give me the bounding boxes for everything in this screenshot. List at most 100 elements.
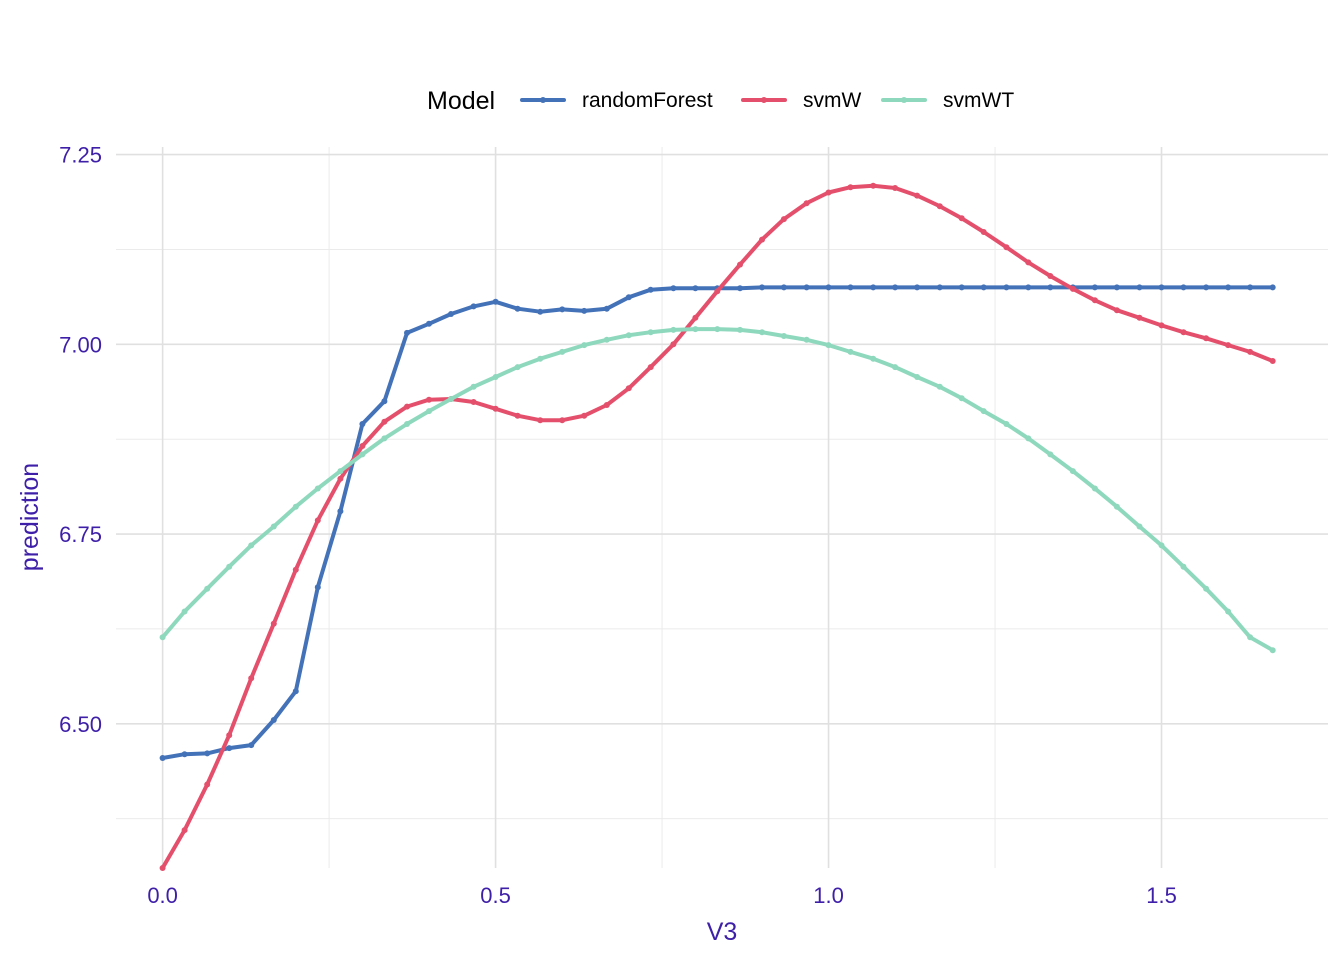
data-point-svmwt <box>1158 542 1165 549</box>
data-point-randomforest <box>1113 284 1120 291</box>
data-point-svmw <box>759 236 765 243</box>
data-point-svmwt <box>292 503 299 510</box>
data-point-randomforest <box>337 508 344 515</box>
major-grid <box>116 147 1328 868</box>
data-point-svmwt <box>1025 435 1032 442</box>
series-randomforest <box>159 284 1276 761</box>
data-point-svmwt <box>514 364 521 371</box>
data-point-svmwt <box>625 332 632 339</box>
data-point-svmw <box>1113 307 1120 314</box>
data-point-randomforest <box>492 298 499 305</box>
data-point-svmw <box>980 229 987 235</box>
data-point-svmwt <box>1180 563 1187 570</box>
data-point-svmwt <box>692 326 699 333</box>
data-point-svmw <box>936 203 943 210</box>
data-point-randomforest <box>625 294 632 301</box>
data-point-svmwt <box>759 329 765 336</box>
data-point-svmw <box>847 184 854 191</box>
data-point-svmw <box>692 314 699 321</box>
data-point-svmwt <box>359 451 366 458</box>
data-point-randomforest <box>1003 284 1010 291</box>
legend-label-svmwt: svmWT <box>943 89 1014 112</box>
data-point-svmwt <box>270 523 277 530</box>
data-point-svmw <box>870 182 877 189</box>
data-point-randomforest <box>1025 284 1032 291</box>
data-point-svmwt <box>980 408 987 415</box>
x-tick-label: 0.0 <box>147 883 178 908</box>
data-point-randomforest <box>670 285 677 292</box>
data-point-randomforest <box>581 307 588 314</box>
x-tick-label: 1.0 <box>813 883 844 908</box>
data-point-svmw <box>292 566 299 573</box>
data-point-svmw <box>470 399 477 405</box>
data-point-svmw <box>314 517 321 524</box>
y-tick-label: 6.50 <box>59 712 102 737</box>
y-axis-title: prediction <box>16 463 44 571</box>
data-point-randomforest <box>1203 284 1210 291</box>
data-point-svmw <box>1136 314 1143 321</box>
data-point-randomforest <box>692 285 699 292</box>
data-point-randomforest <box>847 284 854 291</box>
legend-item-svmwt: svmWT <box>881 89 1014 112</box>
data-point-svmw <box>159 865 166 871</box>
data-point-svmwt <box>337 468 344 475</box>
data-point-randomforest <box>381 398 388 405</box>
data-point-randomforest <box>1136 284 1143 291</box>
data-point-svmwt <box>1069 468 1076 475</box>
data-point-svmw <box>537 417 544 424</box>
data-point-svmw <box>780 216 787 223</box>
x-axis-title: V3 <box>707 918 738 946</box>
data-point-svmwt <box>670 326 677 333</box>
y-tick-label: 6.75 <box>59 522 102 547</box>
data-point-svmwt <box>226 563 233 570</box>
data-point-svmwt <box>936 383 943 390</box>
data-point-randomforest <box>892 284 899 291</box>
y-tick-label: 7.00 <box>59 332 102 357</box>
legend-item-randomforest: randomForest <box>520 89 713 112</box>
data-point-randomforest <box>914 284 921 291</box>
data-point-randomforest <box>1091 284 1098 291</box>
data-point-randomforest <box>603 305 610 312</box>
data-point-svmwt <box>847 348 854 355</box>
data-point-svmw <box>1069 285 1076 292</box>
data-point-svmw <box>1180 329 1187 336</box>
data-point-svmw <box>914 192 921 199</box>
data-point-svmw <box>1225 342 1232 349</box>
data-point-svmwt <box>714 326 721 333</box>
data-point-randomforest <box>1225 284 1232 291</box>
y-axis-ticks: 6.50 6.75 7.00 7.25 <box>59 143 102 737</box>
data-point-svmw <box>1269 358 1276 364</box>
data-point-svmwt <box>204 585 211 592</box>
legend-key-point-svmwt <box>901 97 907 103</box>
data-point-svmwt <box>248 542 255 549</box>
data-point-randomforest <box>870 284 877 291</box>
data-point-randomforest <box>514 305 521 312</box>
data-point-svmw <box>1203 335 1210 342</box>
data-point-randomforest <box>958 284 965 291</box>
data-point-svmwt <box>159 634 166 641</box>
x-tick-label: 0.5 <box>480 883 511 908</box>
data-point-svmw <box>603 402 610 408</box>
data-point-randomforest <box>359 421 366 427</box>
data-point-randomforest <box>248 742 255 749</box>
data-point-randomforest <box>559 306 566 313</box>
data-point-svmw <box>1091 297 1098 304</box>
data-point-randomforest <box>825 284 832 291</box>
data-point-svmw <box>559 417 566 424</box>
data-point-svmw <box>1158 322 1165 329</box>
minor-grid <box>116 147 1328 868</box>
data-point-svmw <box>514 412 521 419</box>
data-point-svmwt <box>1091 485 1098 492</box>
data-point-svmwt <box>559 348 566 355</box>
data-point-svmwt <box>737 326 743 333</box>
data-point-svmwt <box>537 355 544 362</box>
data-point-randomforest <box>159 755 166 761</box>
data-point-randomforest <box>314 584 321 591</box>
data-point-svmwt <box>825 342 832 349</box>
legend-key-point-randomforest <box>540 97 546 103</box>
data-point-svmw <box>337 475 344 482</box>
data-point-randomforest <box>537 308 544 315</box>
data-point-svmwt <box>603 336 610 343</box>
data-point-svmwt <box>426 408 432 415</box>
data-point-svmw <box>581 412 588 419</box>
